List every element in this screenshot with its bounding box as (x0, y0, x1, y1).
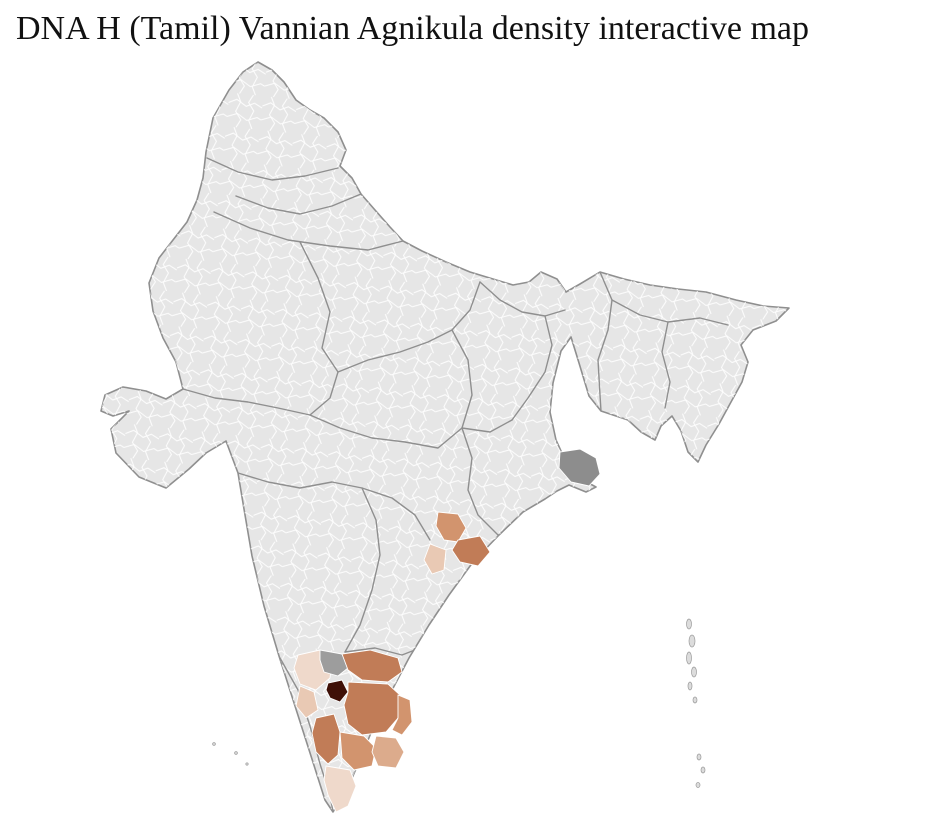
state-line (661, 321, 671, 409)
density-district[interactable] (339, 731, 377, 771)
island[interactable] (692, 696, 698, 704)
district-boundaries-texture (101, 62, 789, 812)
island[interactable] (686, 651, 692, 665)
island[interactable] (700, 766, 706, 774)
state-line (206, 157, 339, 181)
state-line (461, 427, 499, 536)
island (245, 762, 249, 766)
state-line (337, 281, 481, 373)
density-district[interactable] (295, 685, 319, 719)
island[interactable] (686, 618, 692, 630)
southern-peninsula-density-cluster[interactable] (293, 649, 413, 813)
state-line (479, 281, 566, 317)
state-line (235, 193, 362, 215)
density-district-highest[interactable] (325, 679, 349, 703)
state-line (182, 388, 311, 416)
density-district[interactable] (391, 694, 413, 736)
density-district[interactable] (343, 681, 401, 736)
delta-gray-district[interactable] (558, 448, 601, 487)
density-district[interactable] (323, 765, 357, 813)
island[interactable] (691, 666, 697, 678)
density-district[interactable] (371, 735, 405, 769)
india-landmass[interactable] (80, 50, 810, 830)
state-line (344, 487, 381, 653)
state-line (237, 472, 431, 541)
density-district[interactable] (341, 649, 403, 683)
state-line (299, 241, 339, 416)
density-district[interactable] (311, 713, 341, 765)
island[interactable] (695, 782, 701, 788)
page-title: DNA H (Tamil) Vannian Agnikula density i… (16, 10, 809, 47)
island[interactable] (696, 753, 702, 761)
east-central-density-cluster[interactable] (423, 511, 491, 575)
state-line (451, 329, 473, 429)
island-chain-east[interactable] (686, 618, 706, 788)
island[interactable] (688, 634, 696, 648)
state-line (213, 211, 404, 251)
island (234, 751, 238, 755)
state-line (309, 414, 513, 449)
density-district[interactable] (423, 543, 447, 575)
state-line (597, 271, 613, 412)
state-boundaries (182, 157, 729, 812)
island[interactable] (687, 681, 693, 691)
island-dots-west (212, 742, 249, 766)
density-district[interactable] (451, 535, 491, 567)
island (212, 742, 216, 746)
state-line (511, 315, 553, 421)
